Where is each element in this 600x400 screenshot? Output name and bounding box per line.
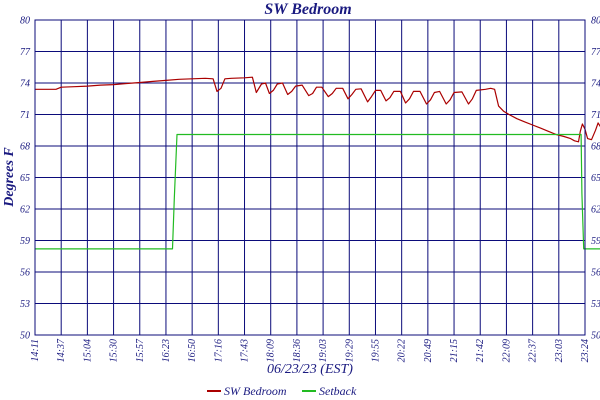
y-tick-label-right: 62 bbox=[591, 205, 600, 216]
y-tick-label-left: 77 bbox=[20, 47, 31, 58]
legend: SW Bedroom Setback bbox=[207, 384, 357, 398]
x-tick-label: 23:24 bbox=[580, 339, 591, 362]
y-tick-label-right: 77 bbox=[591, 47, 600, 58]
x-tick-label: 19:29 bbox=[344, 339, 355, 362]
x-tick-label: 22:09 bbox=[501, 339, 512, 362]
y-tick-label-left: 74 bbox=[20, 79, 30, 90]
x-tick-label: 23:03 bbox=[554, 339, 565, 362]
y-axis-left: 50 53 56 59 62 65 68 71 74 77 80 bbox=[20, 16, 31, 342]
x-axis-label: 06/23/23 (EST) bbox=[267, 362, 353, 377]
y-tick-label-left: 53 bbox=[20, 299, 30, 310]
x-tick-label: 19:55 bbox=[370, 339, 381, 362]
x-tick-label: 18:36 bbox=[292, 339, 303, 362]
y-tick-label-right: 59 bbox=[591, 236, 600, 247]
x-tick-label: 16:50 bbox=[187, 339, 198, 362]
plot-frame bbox=[34, 19, 586, 336]
x-tick-label: 22:37 bbox=[528, 338, 539, 362]
y-tick-label-left: 62 bbox=[20, 205, 30, 216]
x-tick-label: 17:43 bbox=[240, 339, 251, 362]
y-tick-label-left: 50 bbox=[20, 331, 30, 342]
y-axis-right: 50 53 56 59 62 65 68 71 74 77 80 bbox=[591, 16, 600, 342]
y-tick-label-right: 68 bbox=[591, 142, 600, 153]
x-tick-label: 16:23 bbox=[161, 339, 172, 362]
x-tick-label: 19:03 bbox=[318, 339, 329, 362]
y-tick-label-right: 80 bbox=[591, 16, 600, 27]
y-tick-label-right: 65 bbox=[591, 173, 600, 184]
series-line-setback bbox=[35, 133, 600, 250]
y-tick-label-right: 53 bbox=[591, 299, 600, 310]
y-tick-label-right: 71 bbox=[591, 110, 600, 121]
y-tick-label-left: 68 bbox=[20, 142, 30, 153]
chart-title: SW Bedroom bbox=[264, 1, 351, 18]
x-tick-label: 17:16 bbox=[213, 339, 224, 362]
y-tick-label-left: 65 bbox=[20, 173, 30, 184]
y-tick-label-left: 71 bbox=[20, 110, 30, 121]
y-tick-label-right: 74 bbox=[591, 79, 600, 90]
y-tick-label-left: 80 bbox=[20, 16, 30, 27]
x-tick-label: 21:15 bbox=[449, 339, 460, 362]
x-tick-label: 15:04 bbox=[82, 339, 93, 362]
x-tick-label: 14:37 bbox=[56, 338, 67, 362]
series-layer bbox=[35, 76, 600, 250]
y-tick-label-right: 50 bbox=[591, 331, 600, 342]
x-tick-label: 15:30 bbox=[109, 339, 120, 362]
y-tick-label-left: 56 bbox=[20, 268, 30, 279]
x-tick-label: 21:42 bbox=[475, 339, 486, 362]
x-tick-label: 15:57 bbox=[135, 338, 146, 362]
legend-label-sw-bedroom: SW Bedroom bbox=[224, 384, 287, 398]
y-axis-label: Degrees F bbox=[2, 147, 17, 208]
x-tick-label: 20:22 bbox=[397, 339, 408, 362]
x-tick-label: 18:09 bbox=[266, 339, 277, 362]
x-tick-label: 14:11 bbox=[30, 339, 41, 362]
series-line-sw-bedroom bbox=[35, 76, 600, 143]
y-tick-label-right: 56 bbox=[591, 268, 600, 279]
y-tick-label-left: 59 bbox=[20, 236, 30, 247]
legend-label-setback: Setback bbox=[319, 384, 357, 398]
x-axis: 14:11 14:37 15:04 15:30 15:57 16:23 16:50 17:16… bbox=[30, 338, 591, 362]
x-tick-label: 20:49 bbox=[423, 339, 434, 362]
